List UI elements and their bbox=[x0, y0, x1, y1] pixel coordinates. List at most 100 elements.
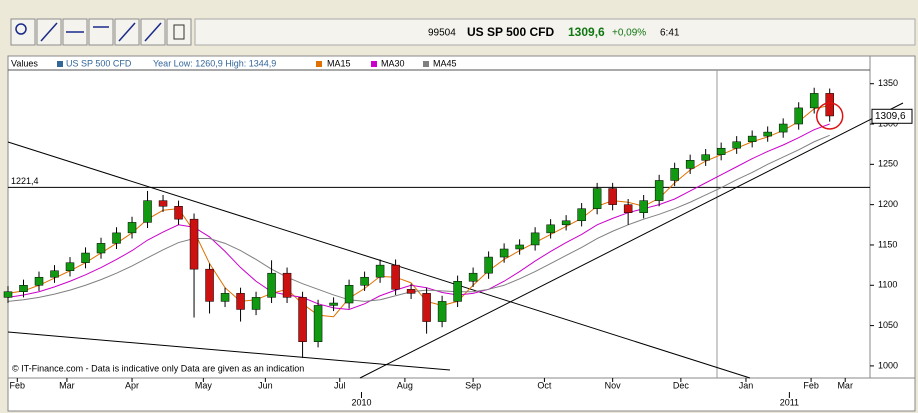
parallel-icon bbox=[144, 22, 162, 42]
legend-label: US SP 500 CFD bbox=[66, 58, 132, 68]
candle-body bbox=[329, 302, 338, 306]
candle-body bbox=[344, 285, 354, 304]
candle-body bbox=[282, 272, 292, 298]
year-label: 2010 bbox=[351, 397, 371, 407]
candle-body bbox=[484, 256, 493, 274]
legend-label: MA15 bbox=[327, 58, 351, 68]
candle-body bbox=[437, 301, 447, 322]
candle-body bbox=[716, 147, 726, 155]
x-tick-label: May bbox=[195, 380, 213, 390]
zoom-icon bbox=[15, 23, 27, 35]
legend-swatch bbox=[316, 61, 322, 67]
candle-body bbox=[174, 206, 183, 220]
candle-body bbox=[189, 218, 199, 270]
legend-title: Values bbox=[11, 58, 38, 68]
candle-body bbox=[778, 123, 788, 133]
candle-body bbox=[608, 188, 617, 205]
trend-line bbox=[7, 141, 751, 379]
trash-icon bbox=[173, 24, 185, 40]
ma-line bbox=[7, 123, 830, 310]
last-price-label: 1309,6 bbox=[875, 111, 906, 122]
candle-body bbox=[825, 93, 834, 117]
plot-area bbox=[7, 55, 871, 379]
candle-body bbox=[623, 204, 633, 213]
legend-swatch bbox=[371, 61, 377, 67]
y-tick-label: 1200 bbox=[878, 199, 898, 209]
candle-body bbox=[267, 272, 276, 298]
x-tick-label: Mar bbox=[837, 380, 853, 390]
candle-body bbox=[360, 276, 369, 286]
x-tick-label: Nov bbox=[605, 380, 622, 390]
year-range: Year Low: 1260,9 High: 1344,9 bbox=[153, 58, 276, 68]
candle-body bbox=[422, 293, 431, 322]
y-tick-label: 1100 bbox=[878, 280, 897, 290]
legend-label: MA30 bbox=[381, 58, 405, 68]
candle-body bbox=[499, 248, 509, 258]
candle-body bbox=[158, 200, 168, 207]
x-tick-label: Feb bbox=[10, 380, 26, 390]
candle-body bbox=[375, 264, 385, 278]
candle-body bbox=[406, 289, 416, 294]
candle-body bbox=[592, 188, 602, 209]
x-tick-label: Feb bbox=[803, 380, 819, 390]
candle-body bbox=[205, 268, 214, 302]
x-tick-label: Mar bbox=[59, 380, 75, 390]
candle-body bbox=[747, 135, 757, 143]
candle-body bbox=[19, 285, 28, 292]
x-tick-label: Jul bbox=[334, 380, 346, 390]
candle-body bbox=[81, 252, 90, 263]
candle-body bbox=[794, 107, 803, 125]
quote-code: 99504 bbox=[428, 28, 456, 39]
candle-body bbox=[561, 220, 571, 226]
x-tick-label: Jun bbox=[258, 380, 273, 390]
candle-body bbox=[732, 141, 741, 149]
quote-price: 1309,6 bbox=[568, 25, 605, 39]
candle-body bbox=[298, 297, 307, 342]
candle-body bbox=[65, 262, 75, 272]
zoom-button[interactable] bbox=[10, 18, 36, 46]
x-tick-label: Jan bbox=[739, 380, 754, 390]
candle-body bbox=[530, 232, 540, 246]
candle-body bbox=[701, 154, 710, 161]
footer: © IT-Finance.com - Data is indicative on… bbox=[12, 363, 304, 373]
candle-body bbox=[763, 131, 772, 137]
candle-body bbox=[220, 293, 230, 302]
candle-body bbox=[96, 243, 106, 254]
candle-body bbox=[112, 232, 121, 244]
candle-body bbox=[391, 264, 400, 290]
candle-body bbox=[313, 305, 323, 342]
x-tick-label: Sep bbox=[465, 380, 481, 390]
delete-button[interactable] bbox=[166, 18, 192, 46]
fib-button[interactable] bbox=[88, 18, 114, 46]
x-tick-label: Aug bbox=[397, 380, 413, 390]
candle-body bbox=[143, 200, 152, 223]
candle-body bbox=[3, 291, 13, 298]
trend-line bbox=[7, 331, 451, 371]
candle-body bbox=[34, 276, 44, 286]
y-tick-label: 1050 bbox=[878, 320, 898, 330]
candle-body bbox=[639, 200, 648, 213]
candle-body bbox=[670, 168, 679, 181]
candle-body bbox=[468, 272, 478, 282]
ma-line bbox=[7, 134, 830, 302]
candle-body bbox=[127, 222, 137, 234]
x-tick-label: Apr bbox=[125, 380, 139, 390]
quote-name: US SP 500 CFD bbox=[467, 25, 554, 39]
quote-bar bbox=[194, 18, 916, 46]
candle-body bbox=[453, 280, 462, 302]
legend-swatch bbox=[423, 61, 429, 67]
candle-body bbox=[809, 93, 819, 109]
legend-label: MA45 bbox=[433, 58, 457, 68]
x-axis-area bbox=[7, 377, 916, 412]
y-tick-label: 1000 bbox=[878, 360, 898, 370]
candle-body bbox=[685, 160, 695, 169]
candle-body bbox=[251, 297, 261, 310]
quote-time: 6:41 bbox=[660, 28, 680, 39]
y-tick-label: 1150 bbox=[878, 239, 897, 249]
y-tick-label: 1350 bbox=[878, 78, 898, 88]
candle-body bbox=[546, 224, 555, 234]
year-label: 2011 bbox=[780, 397, 799, 407]
candle-body bbox=[236, 293, 245, 310]
toolbar bbox=[10, 18, 192, 46]
channel-icon bbox=[118, 22, 136, 42]
